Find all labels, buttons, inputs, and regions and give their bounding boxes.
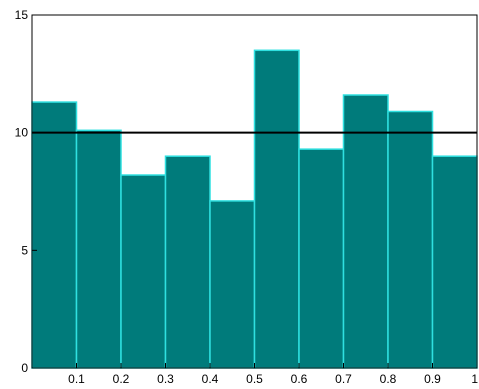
x-tick-label: 0.3 xyxy=(157,372,174,386)
histogram-bar-4 xyxy=(164,155,211,369)
histogram-bar-9 xyxy=(387,110,434,369)
x-tick-label: 0.5 xyxy=(246,372,263,386)
histogram-bar-7 xyxy=(298,148,345,369)
histogram-bar-5 xyxy=(209,200,256,369)
y-tick-label: 5 xyxy=(21,243,28,257)
x-tick-label: 1 xyxy=(471,372,478,386)
histogram-bar-8 xyxy=(342,94,389,369)
y-axis-ticks: 0 5 10 15 xyxy=(15,8,37,375)
x-axis-ticks: 0.1 0.2 0.3 0.4 0.5 0.6 0.7 0.8 0.9 1 xyxy=(68,363,478,386)
x-tick-label: 0.8 xyxy=(380,372,397,386)
x-tick-label: 0.7 xyxy=(335,372,352,386)
histogram-bar-3 xyxy=(120,174,167,369)
histogram-bar-6 xyxy=(253,49,300,369)
x-tick-label: 0.6 xyxy=(291,372,308,386)
histogram-bar-10 xyxy=(431,155,478,369)
x-tick-label: 0.2 xyxy=(113,372,130,386)
y-tick-label: 15 xyxy=(15,8,29,22)
x-tick-label: 0.9 xyxy=(424,372,441,386)
y-tick-label: 0 xyxy=(21,361,28,375)
histogram-bar-1 xyxy=(31,101,78,369)
bars-layer xyxy=(31,49,478,369)
y-tick-label: 10 xyxy=(15,126,29,140)
x-tick-label: 0.1 xyxy=(68,372,85,386)
histogram-bar-2 xyxy=(75,129,122,369)
x-tick-label: 0.4 xyxy=(202,372,219,386)
